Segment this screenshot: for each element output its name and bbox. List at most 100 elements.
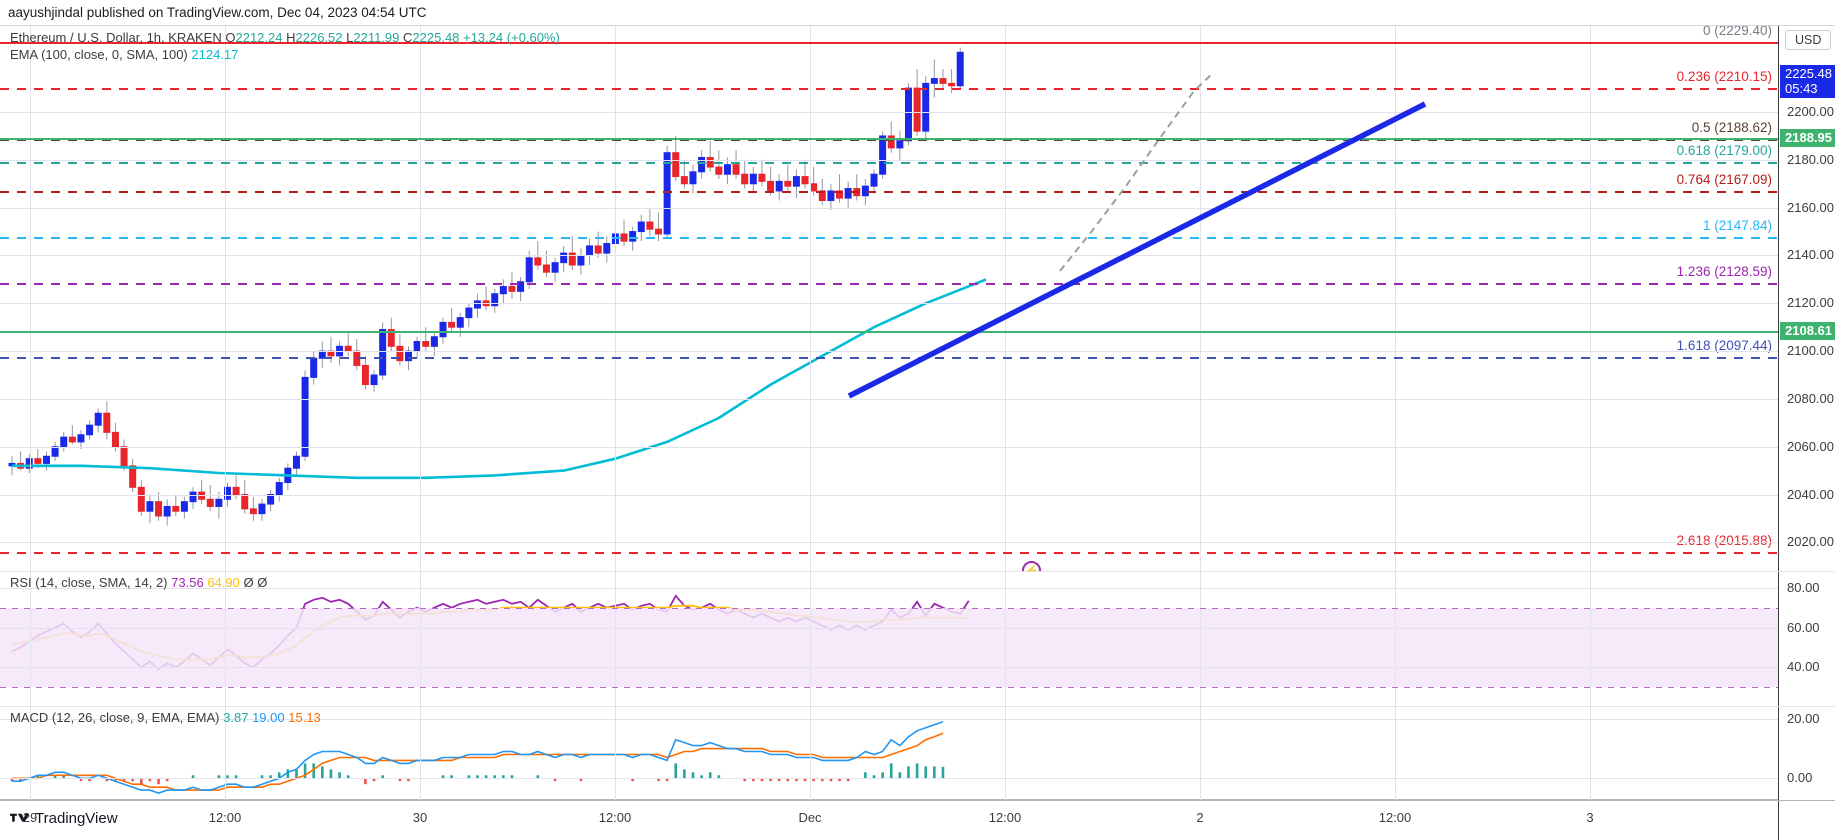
level-line-support-upper	[0, 138, 1778, 141]
gridline-vertical	[615, 572, 616, 706]
rsi-pane[interactable]: 80.00 60.00 40.00 RSI (14, close, SMA, 14,…	[0, 571, 1835, 706]
gridline-vertical	[420, 572, 421, 706]
macd-signal-line	[12, 732, 944, 791]
fib-label-1: 1 (2147.84)	[1702, 217, 1772, 233]
gridline-vertical	[1005, 26, 1006, 571]
legend-low-label: L	[346, 30, 354, 45]
time-tick-label: 12:00	[208, 810, 242, 825]
rsi-tick-label: 80.00	[1787, 579, 1820, 595]
gridline-horizontal	[0, 112, 1778, 114]
macd-tick-label: 0.00	[1787, 770, 1813, 786]
macd-legend-signal: 15.13	[288, 710, 321, 725]
rsi-legend-title: RSI (14, close, SMA, 14, 2)	[10, 575, 168, 590]
legend-high-label: H	[286, 30, 296, 45]
time-tick-label: 12:00	[988, 810, 1022, 825]
ema-legend[interactable]: EMA (100, close, 0, SMA, 100) 2124.17	[10, 47, 238, 63]
attribution-bar: aayushjindal published on TradingView.co…	[0, 0, 1835, 25]
gridline-vertical	[225, 26, 226, 571]
gridline-horizontal	[0, 159, 1778, 161]
fib-label-1.618: 1.618 (2097.44)	[1676, 338, 1772, 354]
legend-low: 2211.99	[353, 30, 400, 45]
price-tick-label: 2100.00	[1787, 343, 1834, 359]
gridline-horizontal	[0, 778, 1778, 780]
ascending-trendline	[847, 101, 1427, 399]
price-tick-label: 2140.00	[1787, 247, 1834, 263]
fib-line-2.618	[0, 552, 1778, 555]
time-tick-label: 12:00	[1378, 810, 1412, 825]
drawing-overlay[interactable]	[0, 26, 1598, 571]
time-axis[interactable]: 29 12:00 30 12:00 Dec 12:00 2 12:00 3	[0, 800, 1835, 840]
current-price-time: 05:43	[1785, 81, 1818, 96]
gridline-horizontal	[0, 542, 1778, 544]
rsi-tick-label: 60.00	[1787, 619, 1820, 635]
rsi-axis[interactable]: 80.00 60.00 40.00	[1778, 572, 1835, 706]
gridline-vertical	[225, 572, 226, 706]
fib-line-0.618	[0, 162, 1778, 165]
gridline-vertical	[30, 707, 31, 801]
gridline-vertical	[1005, 707, 1006, 801]
gridline-horizontal	[0, 398, 1778, 400]
macd-axis[interactable]: 20.00 0.00	[1778, 707, 1835, 801]
gridline-vertical	[30, 572, 31, 706]
price-tick-label: 2020.00	[1787, 534, 1834, 550]
dashed-projection-arrow	[1059, 73, 1213, 272]
gridline-horizontal	[0, 667, 1778, 669]
macd-pane[interactable]: 20.00 0.00 MACD (12, 26, close, 9, EMA, E…	[0, 706, 1835, 801]
level-line-support-lower	[0, 330, 1778, 333]
gridline-horizontal	[0, 494, 1778, 496]
price-tick-label: 2080.00	[1787, 390, 1834, 406]
gridline-horizontal	[0, 207, 1778, 209]
fib-label-0.764: 0.764 (2167.09)	[1676, 171, 1772, 187]
gridline-vertical	[1005, 572, 1006, 706]
macd-legend-macd: 19.00	[252, 710, 285, 725]
rsi-legend[interactable]: RSI (14, close, SMA, 14, 2) 73.56 64.90 …	[10, 575, 267, 591]
gridline-vertical	[615, 26, 616, 571]
price-axis[interactable]: USD 2225.48 05:43 2200.00 2180.00 2160.00 2…	[1778, 26, 1835, 571]
rsi-legend-value: 73.56	[171, 575, 204, 590]
gridline-vertical	[1200, 707, 1201, 801]
time-tick-label: 12:00	[598, 810, 632, 825]
price-pane[interactable]: ⚡ 0 (2229.40) 0.236 (2210.15) 0.5 (2188.62…	[0, 26, 1835, 571]
legend-interval[interactable]: 1h, KRAKEN	[146, 30, 222, 45]
price-level-badge: 2108.61	[1780, 321, 1835, 340]
legend-high: 2226.52	[295, 30, 343, 45]
time-tick-label: Dec	[798, 810, 822, 825]
macd-legend-hist: 3.87	[223, 710, 249, 725]
fib-label-0.5: 0.5 (2188.62)	[1691, 120, 1772, 136]
fib-label-column: 0 (2229.40) 0.236 (2210.15) 0.5 (2188.62) 0…	[1598, 26, 1778, 571]
level-line-resistance	[0, 41, 1778, 44]
legend-symbol[interactable]: Ethereum / U.S. Dollar,	[10, 30, 143, 45]
gridline-vertical	[225, 707, 226, 801]
ema-legend-value: 2124.17	[191, 47, 239, 62]
gridline-vertical	[1590, 26, 1591, 571]
legend-open: 2212.24	[235, 30, 283, 45]
legend-open-label: O	[225, 30, 236, 45]
gridline-horizontal	[0, 446, 1778, 448]
rsi-legend-extra-2: Ø	[257, 575, 268, 590]
tradingview-logo-icon	[10, 813, 29, 822]
gridline-horizontal	[0, 587, 1778, 589]
fib-line-0.764	[0, 190, 1778, 193]
macd-label-column	[1598, 707, 1778, 801]
lightning-bolt-icon[interactable]: ⚡	[1022, 561, 1041, 571]
gridline-vertical	[1200, 572, 1201, 706]
ema-100-line	[12, 278, 987, 480]
legend-close: 2225.48	[412, 30, 460, 45]
macd-line	[12, 721, 944, 794]
gridline-vertical	[1200, 26, 1201, 571]
price-tick-label: 2060.00	[1787, 438, 1834, 454]
gridline-vertical	[1590, 572, 1591, 706]
rsi-legend-extra-1: Ø	[243, 575, 254, 590]
gridline-horizontal	[0, 627, 1778, 629]
macd-plot-area[interactable]	[0, 707, 1598, 801]
legend-close-label: C	[403, 30, 413, 45]
macd-legend[interactable]: MACD (12, 26, close, 9, EMA, EMA) 3.87 1…	[10, 710, 321, 726]
gridline-vertical	[810, 26, 811, 571]
fib-line-0.236	[0, 87, 1778, 90]
currency-badge[interactable]: USD	[1785, 30, 1832, 50]
price-plot-area[interactable]: ⚡	[0, 26, 1598, 571]
legend-change: +13.24 (+0.60%)	[463, 30, 560, 45]
macd-legend-title: MACD (12, 26, close, 9, EMA, EMA)	[10, 710, 220, 725]
gridline-vertical	[420, 26, 421, 571]
rsi-band-edge	[0, 687, 1778, 689]
